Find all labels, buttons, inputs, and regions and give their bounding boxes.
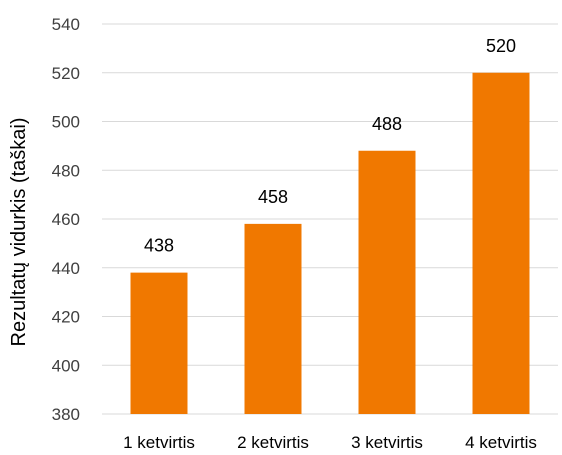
bar	[358, 150, 416, 414]
x-category-label: 2 ketvirtis	[237, 433, 309, 452]
y-axis-title: Rezultatų vidurkis (taškai)	[8, 118, 30, 347]
data-label: 488	[372, 114, 402, 134]
y-tick-label: 520	[52, 64, 80, 83]
y-tick-label: 440	[52, 259, 80, 278]
x-axis-categories: 1 ketvirtis 2 ketvirtis 3 ketvirtis 4 ketvi…	[123, 433, 537, 452]
data-label: 458	[258, 187, 288, 207]
data-label: 520	[486, 36, 516, 56]
bars	[130, 72, 530, 414]
y-tick-label: 540	[52, 15, 80, 34]
y-tick-label: 400	[52, 356, 80, 375]
y-tick-label: 420	[52, 308, 80, 327]
bar	[472, 72, 530, 414]
y-tick-label: 480	[52, 161, 80, 180]
y-axis-ticks: 380 400 420 440 460 480 500 520 540	[52, 15, 80, 424]
y-tick-label: 460	[52, 210, 80, 229]
x-category-label: 4 ketvirtis	[465, 433, 537, 452]
y-tick-label: 500	[52, 113, 80, 132]
data-label: 438	[144, 236, 174, 256]
bar	[244, 223, 302, 414]
x-category-label: 3 ketvirtis	[351, 433, 423, 452]
bar	[130, 272, 188, 414]
data-labels: 438 458 488 520	[144, 36, 516, 256]
y-tick-label: 380	[52, 405, 80, 424]
x-category-label: 1 ketvirtis	[123, 433, 195, 452]
